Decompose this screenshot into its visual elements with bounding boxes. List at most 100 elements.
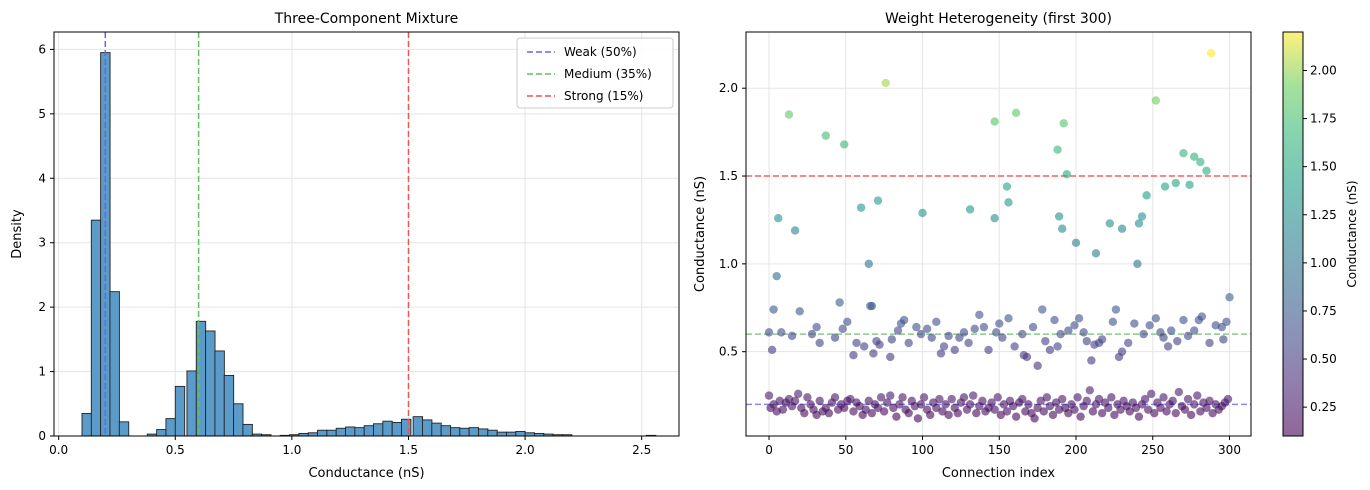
scatter-point	[1156, 403, 1165, 413]
y-tick-label: 0.5	[719, 345, 738, 359]
scatter-point	[873, 403, 883, 413]
scatter-axes-frame	[745, 31, 1252, 437]
scatter-point	[1004, 314, 1013, 323]
scatter-point	[1054, 212, 1064, 221]
histogram-bar	[195, 320, 207, 437]
scatter-point	[824, 408, 834, 418]
scatter-point	[1139, 329, 1148, 339]
scatter-point	[936, 349, 946, 358]
scatter-point	[996, 410, 1006, 420]
scatter-point	[1064, 408, 1073, 418]
y-tick-label: 1	[38, 365, 46, 379]
colorbar-tick-label: 1.75	[1310, 112, 1337, 126]
scatter-point	[968, 391, 978, 400]
histogram-bar	[515, 431, 526, 437]
scatter-point	[1183, 331, 1193, 341]
scatter-point	[867, 408, 877, 418]
scatter-point	[1088, 407, 1098, 416]
scatter-point	[838, 324, 847, 334]
scatter-point	[1124, 338, 1133, 348]
legend-label-weak: Weak (50%)	[564, 45, 637, 59]
x-tick-label: 0.0	[49, 443, 68, 457]
y-tick-label: 5	[38, 107, 46, 121]
scatter-point	[803, 393, 812, 402]
scatter-point	[1111, 305, 1121, 314]
scatter-point	[1056, 329, 1065, 339]
x-tick-label: 2.5	[632, 443, 651, 457]
histogram-bar	[317, 429, 328, 437]
scatter-point	[777, 328, 786, 337]
scatter-point	[812, 322, 821, 332]
scatter-point	[1082, 336, 1091, 346]
x-tick-label: 2.0	[516, 443, 535, 457]
scatter-point	[970, 324, 979, 334]
scatter-point	[887, 335, 897, 344]
legend-item-medium: Medium (35%)	[527, 67, 652, 81]
x-tick-label: 1.5	[399, 443, 418, 457]
x-tick-label: 100	[911, 443, 934, 457]
scatter-point	[978, 396, 987, 406]
histogram-bar	[205, 330, 216, 437]
scatter-point	[1018, 394, 1027, 404]
scatter-point	[959, 393, 969, 402]
scatter-point	[1011, 412, 1021, 421]
histogram-x-ticks: 0.0 0.5 1.0 1.5 2.0 2.5	[49, 436, 651, 457]
scatter-point	[859, 342, 869, 351]
scatter-point	[1107, 393, 1116, 402]
histogram-bar	[233, 403, 244, 437]
scatter-point	[1011, 108, 1021, 118]
scatter-point	[815, 338, 824, 348]
scatter-point	[1168, 396, 1177, 406]
scatter-reference-lines	[746, 175, 1251, 406]
scatter-point	[840, 403, 849, 413]
histogram-y-ticks: 0 1 2 3 4 5 6	[38, 42, 54, 443]
scatter-point	[1024, 400, 1033, 409]
scatter-point	[1140, 394, 1150, 404]
scatter-point	[807, 329, 817, 339]
scatter-point	[772, 271, 781, 281]
legend-label-strong: Strong (15%)	[564, 89, 643, 103]
scatter-point	[886, 352, 895, 362]
scatter-point	[953, 408, 963, 418]
scatter-point	[918, 208, 927, 218]
scatter-point	[947, 394, 956, 404]
scatter-point	[1159, 333, 1168, 342]
scatter-point	[1180, 405, 1190, 414]
scatter-point	[1039, 407, 1048, 416]
scatter-point	[1190, 326, 1199, 335]
scatter-point	[975, 310, 984, 319]
scatter-point	[1058, 394, 1067, 404]
histogram-bar	[345, 426, 356, 437]
scatter-point	[1162, 407, 1171, 416]
scatter-point	[899, 315, 909, 325]
x-tick-label: 0.5	[166, 443, 185, 457]
histogram-legend: Weak (50%) Medium (35%) Strong (15%)	[516, 37, 674, 109]
scatter-point	[800, 408, 809, 418]
scatter-point	[1028, 322, 1038, 332]
scatter-point	[821, 131, 831, 140]
scatter-point	[1179, 149, 1188, 158]
histogram-y-axis-label: Density	[10, 209, 25, 259]
scatter-point	[1041, 336, 1050, 346]
scatter-point	[1097, 408, 1107, 418]
scatter-point	[1190, 400, 1199, 409]
scatter-point	[769, 400, 778, 409]
x-tick-label: 0	[765, 443, 773, 457]
scatter-point	[990, 405, 999, 414]
scatter-point	[1179, 315, 1188, 325]
x-tick-label: 150	[988, 443, 1011, 457]
scatter-point	[964, 338, 973, 348]
scatter-point	[1183, 394, 1193, 404]
histogram-bar	[335, 427, 347, 437]
scatter-point	[1134, 219, 1144, 228]
scatter-point	[787, 331, 797, 341]
y-tick-label: 1.5	[719, 169, 738, 183]
colorbar-gradient	[1282, 31, 1304, 437]
scatter-point	[944, 410, 953, 420]
scatter-point	[1125, 407, 1134, 416]
y-tick-label: 1.0	[719, 257, 738, 271]
scatter-point	[1208, 408, 1217, 418]
scatter-point	[950, 345, 959, 355]
histogram-bar	[223, 374, 235, 437]
x-tick-label: 300	[1218, 443, 1241, 457]
